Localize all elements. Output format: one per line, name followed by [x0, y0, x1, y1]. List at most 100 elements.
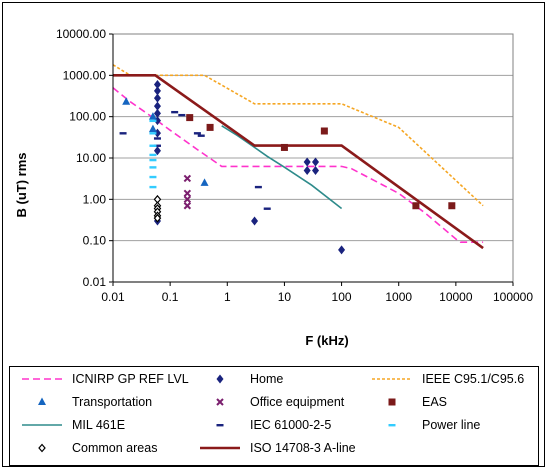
data-point-home — [153, 93, 161, 103]
legend-symbol — [388, 398, 396, 406]
series-line-iso-14708-3-a-line — [113, 74, 484, 250]
data-point-home — [251, 216, 259, 226]
y-tick-label: 1.00 — [83, 192, 107, 206]
series-eas — [186, 114, 456, 210]
plot-area — [112, 64, 484, 255]
legend-label: Home — [250, 372, 284, 386]
data-point-power-line — [149, 175, 157, 179]
data-point-home — [312, 165, 320, 175]
y-tick-label: 0.01 — [83, 275, 107, 289]
data-point-iec-61000-2-5 — [178, 113, 186, 117]
legend-item-power-line: Power line — [370, 414, 480, 436]
legend-symbol — [22, 378, 62, 380]
legend-label: MIL 461E — [72, 418, 126, 432]
series-iec-61000-2-5 — [119, 110, 271, 210]
data-point-eas — [448, 202, 456, 210]
data-point-iec-61000-2-5 — [153, 144, 161, 147]
data-point-home — [303, 165, 311, 175]
data-point-home — [153, 86, 161, 96]
data-point-iec-61000-2-5 — [197, 134, 205, 137]
grid-lines — [113, 33, 513, 283]
data-point-power-line — [149, 166, 157, 169]
legend-item-ieee-c95-1-c95-6: IEEE C95.1/C95.6 — [370, 368, 524, 390]
data-point-iec-61000-2-5 — [119, 132, 127, 135]
data-point-iec-61000-2-5 — [193, 132, 201, 135]
legend-label: IEEE C95.1/C95.6 — [422, 372, 525, 386]
data-point-power-line — [149, 185, 157, 189]
legend-item-home: Home — [198, 368, 283, 390]
legend-item-mil-461e: MIL 461E — [20, 414, 125, 436]
series-home — [153, 80, 346, 255]
x-tick-label: 10000 — [439, 290, 473, 304]
y-tick-label: 100.00 — [69, 110, 106, 124]
data-point-iec-61000-2-5 — [263, 207, 271, 210]
x-tick-label: 10 — [278, 290, 292, 304]
data-point-eas — [320, 127, 328, 135]
data-point-power-line — [149, 119, 157, 123]
legend-label: Transportation — [72, 395, 153, 409]
data-point-power-line — [149, 158, 157, 162]
data-point-office-equipment — [183, 189, 192, 198]
y-tick-label: 10.00 — [76, 151, 106, 165]
y-tick-label: 10000.00 — [56, 27, 106, 41]
series-office-equipment — [183, 174, 192, 210]
data-point-office-equipment — [183, 174, 192, 183]
legend-label: Office equipment — [250, 395, 345, 409]
legend-symbol — [216, 424, 224, 427]
data-point-transportation — [122, 97, 131, 105]
x-tick-label: 100000 — [493, 290, 533, 304]
legend-item-transportation: Transportation — [20, 391, 152, 413]
data-point-home — [338, 245, 346, 255]
series-line-mil-461e — [221, 125, 343, 210]
data-point-home — [303, 157, 311, 167]
legend-item-iso-14708-3-a-line: ISO 14708-3 A-line — [198, 437, 356, 459]
legend-label: Common areas — [72, 441, 158, 455]
data-point-home — [153, 108, 161, 118]
data-point-iec-61000-2-5 — [153, 137, 161, 140]
data-point-home — [153, 80, 161, 90]
x-axis-title: F (kHz) — [305, 333, 348, 348]
data-point-transportation — [148, 124, 157, 133]
legend-symbol — [22, 424, 62, 426]
legend-symbol — [388, 424, 396, 427]
data-point-home — [312, 157, 320, 167]
legend-item-common-areas: Common areas — [20, 437, 157, 459]
data-point-eas — [186, 114, 194, 122]
series-transportation — [122, 97, 209, 186]
legend: ICNIRP GP REF LVL Home IEEE C95.1/C95.6 Tra… — [9, 366, 539, 466]
data-point-power-line — [149, 153, 157, 157]
data-point-iec-61000-2-5 — [171, 110, 179, 114]
data-point-transportation — [148, 112, 157, 120]
series-line-icnirp-gp-ref-lvl — [112, 87, 484, 243]
data-point-home — [153, 146, 161, 156]
legend-label: EAS — [422, 395, 448, 409]
legend-symbol — [38, 443, 46, 453]
legend-symbol — [216, 374, 224, 384]
data-point-eas — [412, 202, 420, 210]
chart-canvas: 10000.001000.00100.0010.001.000.100.010.… — [14, 27, 533, 348]
legend-item-office-equipment: Office equipment — [198, 391, 344, 413]
series-power-line — [149, 119, 157, 189]
x-tick-label: 100 — [332, 290, 352, 304]
y-tick-label: 1000.00 — [63, 68, 107, 82]
legend-symbol — [372, 378, 412, 380]
data-point-office-equipment — [183, 195, 192, 204]
legend-label: IEC 61000-2-5 — [250, 418, 332, 432]
legend-item-icnirp-gp-ref-lvl: ICNIRP GP REF LVL — [20, 368, 189, 390]
data-point-home — [153, 101, 161, 111]
x-tick-label: 1 — [224, 290, 231, 304]
legend-label: Power line — [422, 418, 481, 432]
data-point-eas — [206, 123, 214, 131]
data-point-power-line — [149, 144, 157, 147]
legend-label: ICNIRP GP REF LVL — [72, 372, 189, 386]
y-tick-label: 0.10 — [83, 234, 107, 248]
y-axis-title: B (uT) rms — [14, 153, 29, 218]
series-common-areas — [153, 194, 162, 223]
data-point-common-areas — [153, 213, 162, 223]
x-tick-label: 0.01 — [101, 290, 125, 304]
axes: 10000.001000.00100.0010.001.000.100.010.… — [56, 27, 533, 304]
legend-symbol — [200, 446, 240, 450]
x-tick-label: 0.1 — [162, 290, 179, 304]
legend-item-iec-61000-2-5: IEC 61000-2-5 — [198, 414, 331, 436]
data-point-iec-61000-2-5 — [254, 185, 262, 189]
